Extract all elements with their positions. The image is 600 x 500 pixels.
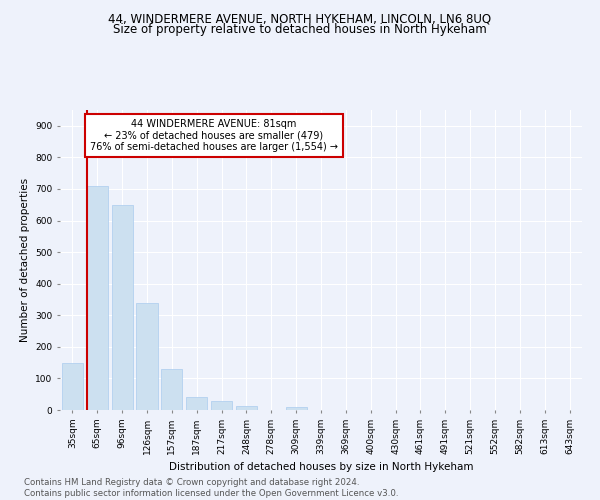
- X-axis label: Distribution of detached houses by size in North Hykeham: Distribution of detached houses by size …: [169, 462, 473, 472]
- Bar: [136, 302, 158, 410]
- Text: 44 WINDERMERE AVENUE: 81sqm
← 23% of detached houses are smaller (479)
76% of se: 44 WINDERMERE AVENUE: 81sqm ← 23% of det…: [90, 119, 338, 152]
- Bar: [286, 408, 307, 410]
- Bar: [87, 186, 108, 410]
- Bar: [211, 400, 232, 410]
- Text: 44, WINDERMERE AVENUE, NORTH HYKEHAM, LINCOLN, LN6 8UQ: 44, WINDERMERE AVENUE, NORTH HYKEHAM, LI…: [109, 12, 491, 26]
- Bar: [62, 362, 83, 410]
- Bar: [186, 396, 207, 410]
- Text: Size of property relative to detached houses in North Hykeham: Size of property relative to detached ho…: [113, 22, 487, 36]
- Bar: [112, 204, 133, 410]
- Text: Contains HM Land Registry data © Crown copyright and database right 2024.
Contai: Contains HM Land Registry data © Crown c…: [24, 478, 398, 498]
- Bar: [236, 406, 257, 410]
- Y-axis label: Number of detached properties: Number of detached properties: [20, 178, 29, 342]
- Bar: [161, 369, 182, 410]
